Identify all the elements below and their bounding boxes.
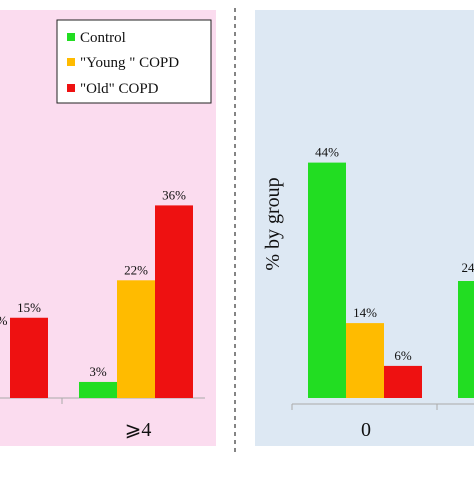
right-data-label-old-copd-0: 6%: [394, 348, 412, 363]
right-y-axis-label: % by group: [262, 177, 284, 270]
left-data-label-old-copd-0: 15%: [17, 300, 41, 315]
legend-label-old-copd: "Old" COPD: [80, 81, 159, 97]
right-bar-control-0: [308, 163, 346, 398]
right-bar-old-copd-0: [384, 366, 422, 398]
right-bar-young-copd-0: [346, 323, 384, 398]
left-data-label-control-1: 3%: [89, 364, 107, 379]
right-category-label-0: 0: [361, 419, 371, 441]
left-category-label-1: ⩾4: [125, 419, 152, 441]
left-bar-control-1: [79, 382, 117, 398]
legend-swatch-control: [67, 33, 75, 41]
right-data-label-young-copd-0: 14%: [353, 305, 377, 320]
legend: Control "Young " COPD "Old" COPD: [57, 20, 211, 103]
right-data-label-control-0: 44%: [315, 145, 339, 160]
left-data-label-old-copd-1: 36%: [162, 187, 186, 202]
right-data-label-control-1: 24: [462, 260, 474, 275]
right-bar-control-1: [458, 281, 474, 398]
legend-swatch-young-copd: [67, 58, 75, 66]
left-bar-young-copd-1: [117, 280, 155, 398]
left-bar-old-copd-0: [10, 318, 48, 398]
legend-label-young-copd: "Young " COPD: [80, 55, 179, 71]
legend-label-control: Control: [80, 30, 126, 46]
left-data-label-young-copd-1: 22%: [124, 262, 148, 277]
legend-swatch-old-copd: [67, 84, 75, 92]
left-bar-old-copd-1: [155, 205, 193, 398]
left-data-label-young-copd-0: %: [0, 313, 8, 328]
